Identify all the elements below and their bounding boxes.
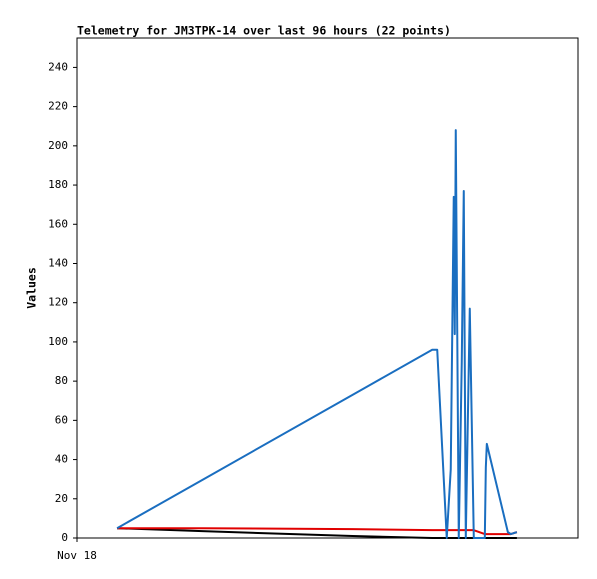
- series-line: [117, 527, 517, 539]
- y-tick-label: 80: [55, 374, 68, 387]
- y-tick-label: 200: [48, 139, 68, 152]
- y-tick-label: 0: [61, 531, 68, 544]
- y-tick-label: 20: [55, 492, 68, 505]
- plot-frame: [76, 37, 579, 539]
- x-tick-label: Nov 18: [57, 549, 97, 562]
- y-tick-label: 40: [55, 453, 68, 466]
- y-tick-label: 140: [48, 256, 68, 269]
- y-tick-label: 60: [55, 413, 68, 426]
- y-tick-label: 180: [48, 178, 68, 191]
- y-tick-label: 120: [48, 296, 68, 309]
- y-tick-label: 100: [48, 335, 68, 348]
- y-axis-label: Values: [25, 267, 39, 309]
- chart-title: Telemetry for JM3TPK-14 over last 96 hou…: [77, 24, 451, 38]
- series-line: [117, 527, 518, 536]
- y-tick-label: 220: [48, 100, 68, 113]
- series-line: [116, 129, 518, 539]
- y-tick-label: 240: [48, 60, 68, 73]
- y-tick-label: 160: [48, 217, 68, 230]
